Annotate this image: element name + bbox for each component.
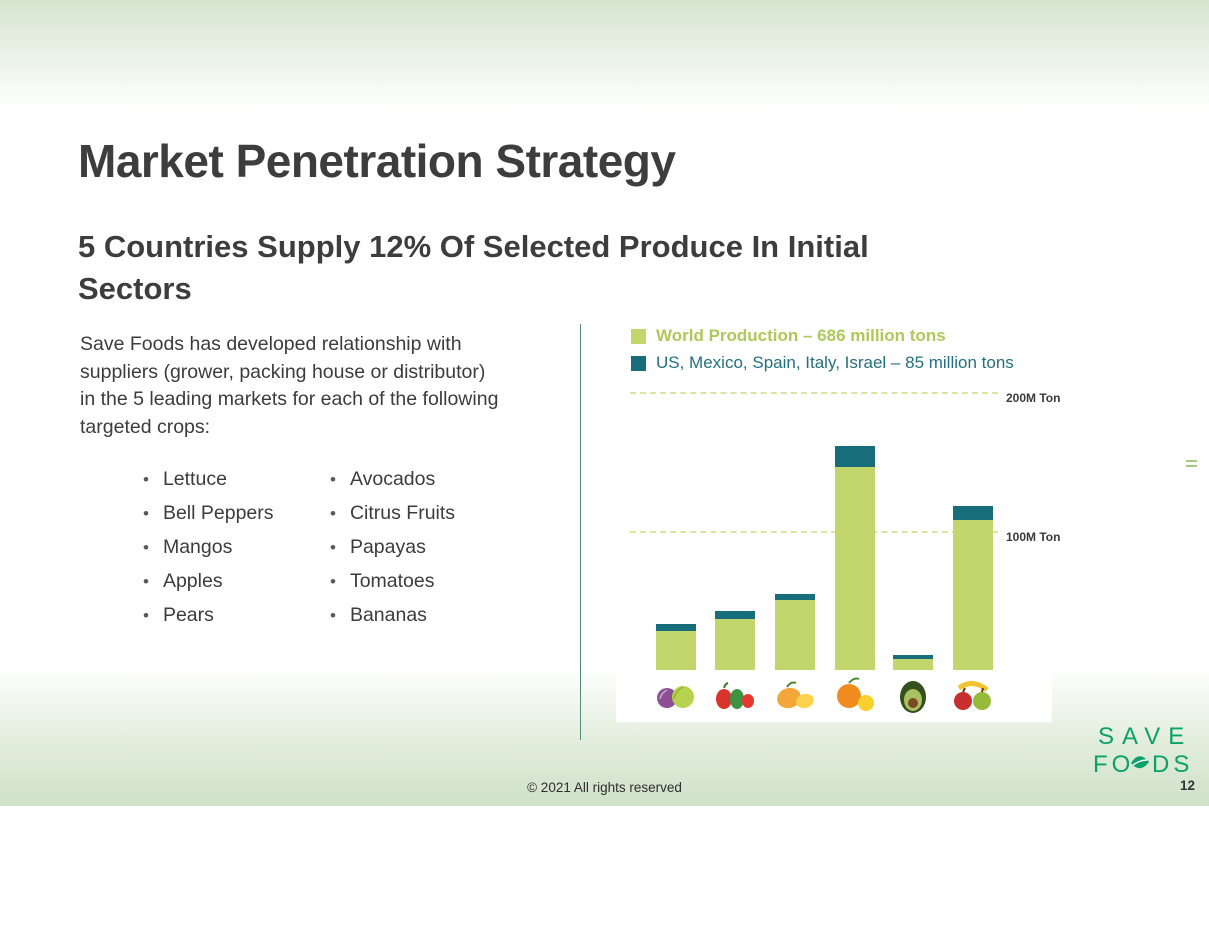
crop-item: • Bananas [330, 604, 455, 627]
save-foods-logo-icon: SAVE FO DS [1093, 723, 1193, 778]
bar-segment-world-production [835, 467, 875, 670]
vertical-divider [580, 324, 581, 740]
legend-label: US, Mexico, Spain, Italy, Israel – 85 mi… [656, 353, 1014, 372]
bar-segment-world-production [953, 520, 993, 670]
crop-label: Bananas [349, 604, 427, 626]
gridline [630, 531, 998, 533]
bar-citrus-fruits [835, 446, 875, 670]
legend-row: US, Mexico, Spain, Italy, Israel – 85 mi… [631, 353, 1014, 373]
crop-item: • Tomatoes [330, 570, 455, 593]
bar-segment-world-production [656, 631, 696, 670]
crop-item: • Bell Peppers [143, 502, 274, 525]
crop-item: • Citrus Fruits [330, 502, 455, 525]
crop-label: Mangos [162, 536, 233, 558]
bar-segment-five-countries [835, 446, 875, 467]
legend-label: World Production – 686 million tons [656, 326, 946, 345]
crop-label: Avocados [349, 468, 436, 490]
gridline-label: 100M Ton [1006, 530, 1061, 544]
crop-label: Tomatoes [349, 570, 435, 592]
bar-segment-five-countries [775, 594, 815, 600]
crop-item: • Avocados [330, 468, 455, 491]
copyright-footer: © 2021 All rights reserved [527, 780, 682, 795]
peppers-icon [713, 672, 757, 716]
bar-avocados [893, 655, 933, 670]
bar-segment-world-production [893, 659, 933, 670]
svg-text:FO: FO [1093, 751, 1134, 778]
bar-segment-five-countries [953, 506, 993, 520]
crop-item: • Papayas [330, 536, 455, 559]
leaf-icon [1131, 756, 1149, 769]
slide-subtitle: 5 Countries Supply 12% Of Selected Produ… [78, 229, 869, 306]
svg-text:DS: DS [1152, 751, 1193, 778]
bullet-dot: • [143, 606, 149, 625]
mango-icon [773, 672, 817, 716]
bar-segment-world-production [775, 600, 815, 670]
bar-mangos-papayas [775, 594, 815, 670]
citrus-icon [833, 672, 877, 716]
crop-label: Bell Peppers [162, 502, 274, 524]
bullet-dot: • [330, 538, 336, 557]
gridline [630, 392, 998, 394]
apples-banana-icon [951, 672, 995, 716]
crops-list-column-1: • Lettuce • Bell Peppers • Mangos • Apples • Pear… [143, 468, 274, 638]
chart-legend: World Production – 686 million tons US, M… [631, 326, 1014, 380]
gridline-label: 200M Ton [1006, 391, 1061, 405]
crop-label: Lettuce [162, 468, 227, 490]
bar-apples-pears-bananas [953, 506, 993, 670]
crop-item: • Apples [143, 570, 274, 593]
avocado-icon [891, 672, 935, 716]
slide: Market Penetration Strategy 5 Countries … [0, 0, 1209, 806]
svg-text:SAVE: SAVE [1098, 723, 1192, 750]
legend-row: World Production – 686 million tons [631, 326, 1014, 346]
crop-item: • Lettuce [143, 468, 274, 491]
crop-item: • Mangos [143, 536, 274, 559]
legend-swatch-icon [631, 328, 646, 344]
resize-handle-icon[interactable] [1186, 460, 1197, 470]
body-paragraph: Save Foods has developed relationship wi… [80, 333, 499, 439]
bullet-dot: • [143, 504, 149, 523]
stacked-bar-chart: 100M Ton 200M Ton [616, 390, 1060, 722]
bar-lettuce-cabbage [656, 624, 696, 670]
bullet-dot: • [143, 572, 149, 591]
bar-segment-five-countries [715, 611, 755, 619]
bullet-dot: • [143, 538, 149, 557]
legend-swatch-icon [631, 355, 646, 371]
bar-segment-five-countries [656, 624, 696, 631]
crop-item: • Pears [143, 604, 274, 627]
bar-segment-five-countries [893, 655, 933, 659]
crop-label: Pears [162, 604, 214, 626]
crop-label: Papayas [349, 536, 426, 558]
bullet-dot: • [143, 470, 149, 489]
bar-segment-world-production [715, 619, 755, 670]
bullet-dot: • [330, 470, 336, 489]
top-gradient-band [0, 0, 1209, 112]
bullet-dot: • [330, 572, 336, 591]
bullet-dot: • [330, 606, 336, 625]
cabbage-lettuce-icon [654, 672, 698, 716]
crop-label: Citrus Fruits [349, 502, 456, 524]
crops-list-column-2: • Avocados • Citrus Fruits • Papayas • Tomatoes… [330, 468, 455, 638]
crop-label: Apples [162, 570, 223, 592]
bullet-dot: • [330, 504, 336, 523]
page-title: Market Penetration Strategy [78, 135, 676, 187]
bar-bell-peppers-tomatoes [715, 611, 755, 670]
save-foods-logo: SAVE FO DS [1086, 722, 1202, 785]
page-number: 12 [1179, 778, 1195, 793]
